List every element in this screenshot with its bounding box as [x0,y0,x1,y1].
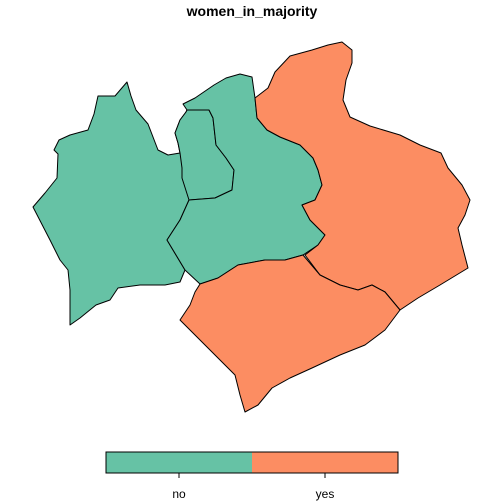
legend-frame [105,451,399,474]
legend-label-yes: yes [316,487,335,501]
region-east [254,41,471,311]
map-title: women_in_majority [186,3,318,19]
legend-swatch-yes [252,452,398,473]
legend-label-no: no [172,487,186,501]
legend-swatch-no [106,452,252,473]
map-regions [32,41,471,413]
legend: no yes [105,451,399,501]
region-south [179,254,401,413]
